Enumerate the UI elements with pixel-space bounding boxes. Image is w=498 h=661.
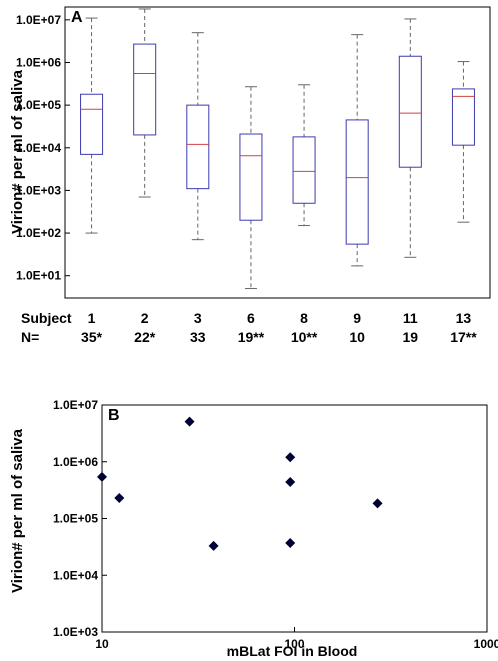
panel-b-letter: B	[108, 407, 120, 424]
panel-a: A Virion# per ml of saliva 1.0E+011.0E+0…	[9, 6, 491, 345]
panel-b-x-axis-label: mBLat FOI in Blood	[227, 643, 358, 659]
box-subject-2	[133, 8, 157, 198]
scatter-point	[285, 452, 296, 463]
n-label: 10	[349, 329, 365, 345]
scatter-point	[285, 538, 296, 549]
panel-a-letter: A	[71, 9, 83, 26]
box-subject-9	[345, 34, 369, 267]
iqr-box	[239, 133, 263, 221]
x-tick-label: 100	[284, 637, 304, 651]
subject-label: 1	[88, 310, 96, 326]
box-subject-3	[186, 32, 210, 241]
y-tick-label: 1.0E+07	[53, 398, 98, 412]
subject-row-label: Subject	[21, 310, 72, 326]
x-tick-label: 1000	[474, 637, 498, 651]
scatter-point	[114, 492, 125, 503]
iqr-box	[80, 93, 104, 155]
y-tick-label: 1.0E+06	[53, 455, 98, 469]
panel-b-points	[97, 416, 383, 551]
x-tick-label: 10	[95, 637, 109, 651]
iqr-box	[133, 43, 157, 136]
y-tick-label: 1.0E+03	[16, 183, 61, 197]
n-label: 35*	[81, 329, 103, 345]
panel-b-frame	[101, 404, 488, 633]
subject-label: 11	[403, 310, 418, 326]
panel-a-frame	[64, 6, 491, 299]
panel-b-y-axis-label: Virion# per ml of saliva	[9, 428, 26, 593]
panel-b-y-ticks: 1.0E+03 1.0E+04 1.0E+05 1.0E+06 1.0E+07	[53, 398, 107, 639]
subject-label: 13	[456, 310, 472, 326]
n-label: 10**	[291, 329, 318, 345]
y-tick-label: 1.0E+02	[16, 226, 61, 240]
iqr-box	[398, 55, 422, 168]
panel-a-boxes	[80, 8, 475, 290]
y-tick-label: 1.0E+05	[53, 512, 98, 526]
n-label: 22*	[134, 329, 156, 345]
iqr-box	[292, 136, 316, 204]
scatter-point	[372, 498, 383, 509]
subject-label: 3	[194, 310, 202, 326]
y-tick-label: 1.0E+07	[16, 13, 61, 27]
scatter-point	[97, 471, 107, 482]
subject-label: 6	[247, 310, 255, 326]
subject-label: 8	[300, 310, 308, 326]
n-row-label: N=	[21, 329, 39, 345]
panel-a-y-ticks: 1.0E+01 1.0E+02 1.0E+03 1.0E+04 1.0E+05 1.0E+…	[16, 13, 70, 283]
scatter-point	[184, 416, 195, 427]
iqr-box	[451, 88, 475, 146]
iqr-box	[345, 119, 369, 245]
box-subject-1	[80, 17, 104, 234]
n-label: 17**	[450, 329, 477, 345]
panel-b: B Virion# per ml of saliva mBLat FOI in …	[9, 398, 498, 659]
y-tick-label: 1.0E+06	[16, 55, 61, 69]
subject-label: 2	[141, 310, 149, 326]
y-tick-label: 1.0E+05	[16, 98, 61, 112]
box-subject-11	[398, 18, 422, 258]
panel-b-x-ticks: 10 100 1000	[95, 627, 498, 651]
panel-a-y-axis-label: Virion# per ml of saliva	[9, 69, 26, 234]
iqr-box	[186, 104, 210, 190]
subject-label: 9	[353, 310, 361, 326]
n-label: 33	[190, 329, 206, 345]
y-tick-label: 1.0E+04	[53, 568, 98, 582]
n-label: 19**	[238, 329, 265, 345]
y-tick-label: 1.0E+01	[16, 269, 61, 283]
n-label: 19	[403, 329, 419, 345]
scatter-point	[285, 476, 296, 487]
y-tick-label: 1.0E+03	[53, 625, 98, 639]
scatter-point	[208, 540, 219, 551]
box-subject-8	[292, 84, 316, 227]
y-tick-label: 1.0E+04	[16, 141, 61, 155]
box-subject-6	[239, 86, 263, 290]
box-subject-13	[451, 61, 475, 223]
